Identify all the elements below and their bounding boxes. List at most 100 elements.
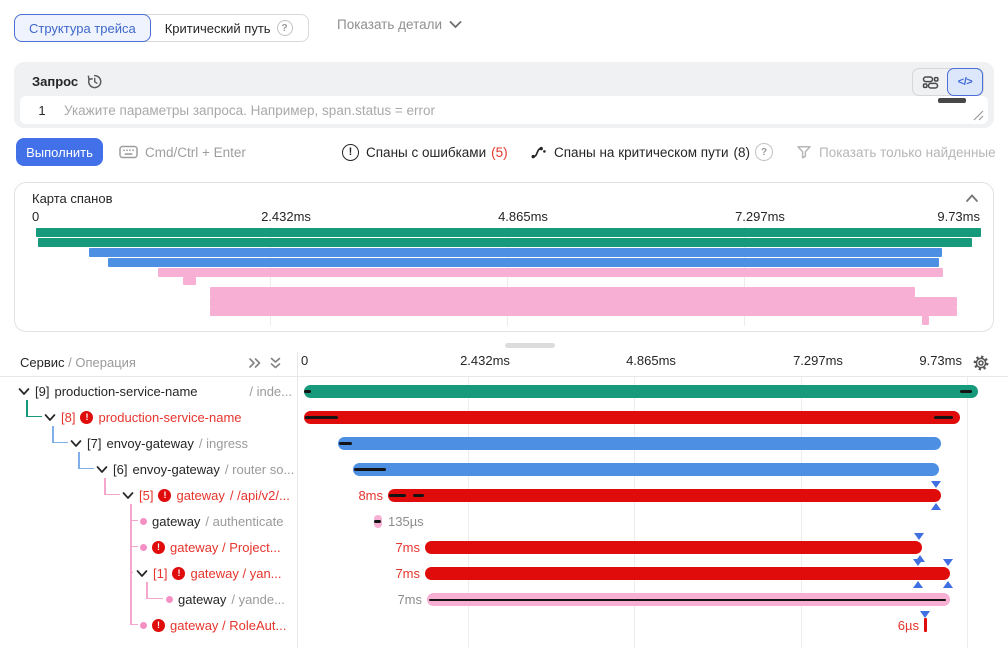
tree-timeline-divider[interactable] [297,352,298,648]
view-mode-tabs: Структура трейса Критический путь ? [14,14,309,42]
show-details-dropdown[interactable]: Показать детали [337,17,462,32]
span-event-dash [304,390,311,393]
exclamation-circle-icon: ! [342,144,359,161]
span-duration-bar[interactable] [353,463,939,476]
span-event-dash [934,416,953,419]
error-badge-icon: ! [80,411,93,424]
span-tree-row[interactable]: [7]envoy-gateway/ ingress [0,430,296,456]
span-tree-row[interactable]: [5]!gateway/ /api/v2/... [0,482,296,508]
span-duration-label: 8ms [358,489,383,502]
time-axis-tick: 9.73ms [937,209,980,224]
span-operation-name: / router so... [225,462,294,477]
critical-path-help[interactable]: ? [755,138,773,166]
expand-all-right-icon[interactable] [247,356,263,370]
query-editor[interactable]: 1 Укажите параметры запроса. Например, s… [20,96,988,124]
expand-chevron-icon[interactable] [18,387,30,396]
tree-column-header: Сервис / Операция [20,355,136,370]
editor-scrollbar-thumb[interactable] [938,98,966,103]
time-axis-tick: 7.297ms [735,209,785,224]
span-count-badge[interactable]: [7] [87,436,101,451]
span-service-name: gateway [178,592,226,607]
span-service-name: production-service-name [54,384,197,399]
span-duration-bar[interactable] [304,385,978,398]
collapse-panel-icon[interactable] [965,193,979,203]
critical-path-label: Спаны на критическом пути [554,145,729,160]
code-view-icon: </> [958,76,972,88]
span-map-bar [36,228,981,237]
span-service-name: gateway [152,514,200,529]
critical-path-marker-icon [943,581,953,588]
query-code-view-button[interactable]: </> [947,68,983,96]
span-event-dash [354,468,386,471]
expand-chevron-icon[interactable] [44,413,56,422]
time-axis-tick: 0 [301,353,308,368]
span-service-name: envoy-gateway [106,436,193,451]
resize-handle-icon[interactable] [971,108,984,121]
critical-path-marker-icon [931,481,941,488]
error-spans-toggle[interactable]: ! Спаны с ошибками (5) [342,138,508,166]
expand-chevron-icon[interactable] [96,465,108,474]
error-badge-icon: ! [152,619,165,632]
span-tree-row[interactable]: gateway/ yande... [0,586,296,612]
span-duration-bar[interactable] [388,489,941,502]
run-query-button[interactable]: Выполнить [16,138,103,166]
leaf-dot-icon [140,622,147,629]
show-only-found-toggle[interactable]: Показать только найденные [796,138,996,166]
time-axis-tick: 4.865ms [498,209,548,224]
span-service-name: production-service-name [98,410,241,425]
span-duration-bar[interactable] [338,437,941,450]
span-count-badge[interactable]: [8] [61,410,75,425]
span-tree-row[interactable]: gateway / authenticate [0,508,296,534]
span-tree-row[interactable]: [8]! production-service-name [0,404,296,430]
span-duration-bar[interactable] [425,567,950,580]
query-panel: Запрос </> 1 Укажите параметры запроса. … [14,62,994,128]
span-service-name: envoy-gateway [132,462,219,477]
query-history-icon[interactable] [86,73,103,90]
span-count-badge[interactable]: [6] [113,462,127,477]
span-duration-bar[interactable] [304,411,960,424]
leaf-dot-icon [166,596,173,603]
span-operation-name: / authenticate [205,514,283,529]
header-divider [0,376,1008,377]
span-tree-row[interactable]: [6] envoy-gateway / router so... [0,456,296,482]
span-duration-label: 7ms [395,541,420,554]
span-map-bar [210,297,957,307]
span-tree-row[interactable]: [1]!gateway / yan... [0,560,296,586]
critical-path-spans-toggle[interactable]: Спаны на критическом пути (8) [530,138,750,166]
funnel-icon [796,144,812,160]
span-event-dash [429,599,946,601]
time-axis-tick: 4.865ms [626,353,676,368]
panel-resize-handle[interactable] [505,343,555,348]
query-title: Запрос [32,74,78,89]
span-count-badge[interactable]: [1] [153,566,167,581]
tab-trace-structure-label: Структура трейса [29,21,136,36]
span-event-dash [960,390,972,393]
expand-chevron-icon[interactable] [136,569,148,578]
span-map-bar [38,238,972,247]
expand-chevron-icon[interactable] [70,439,82,448]
query-builder-view-button[interactable] [912,68,948,96]
span-instant-tick[interactable] [924,618,927,632]
timeline-settings-gear-icon[interactable] [972,354,990,372]
collapse-all-down-icon[interactable] [268,356,283,371]
span-tree-row[interactable]: !gateway / Project... [0,534,296,560]
time-axis-tick: 9.73ms [919,353,962,368]
error-spans-count: (5) [491,145,508,160]
span-map-bar [210,307,957,316]
timeline-gridline [967,377,968,648]
tab-critical-path[interactable]: Критический путь ? [150,14,308,42]
span-tree-row[interactable]: !gateway / RoleAut... [0,612,296,638]
span-map-bar [183,277,196,285]
critical-path-icon [530,144,547,160]
expand-chevron-icon[interactable] [122,491,134,500]
error-badge-icon: ! [158,489,171,502]
span-tree-row[interactable]: [9]production-service-name/ inde... [0,378,296,404]
span-count-badge[interactable]: [9] [35,384,49,399]
span-duration-bar[interactable] [425,541,922,554]
operation-column-label: / Операция [68,355,136,370]
span-duration-label: 7ms [395,567,420,580]
error-spans-label: Спаны с ошибками [366,145,486,160]
span-event-dash [413,494,424,497]
tab-trace-structure[interactable]: Структура трейса [14,14,151,42]
span-count-badge[interactable]: [5] [139,488,153,503]
